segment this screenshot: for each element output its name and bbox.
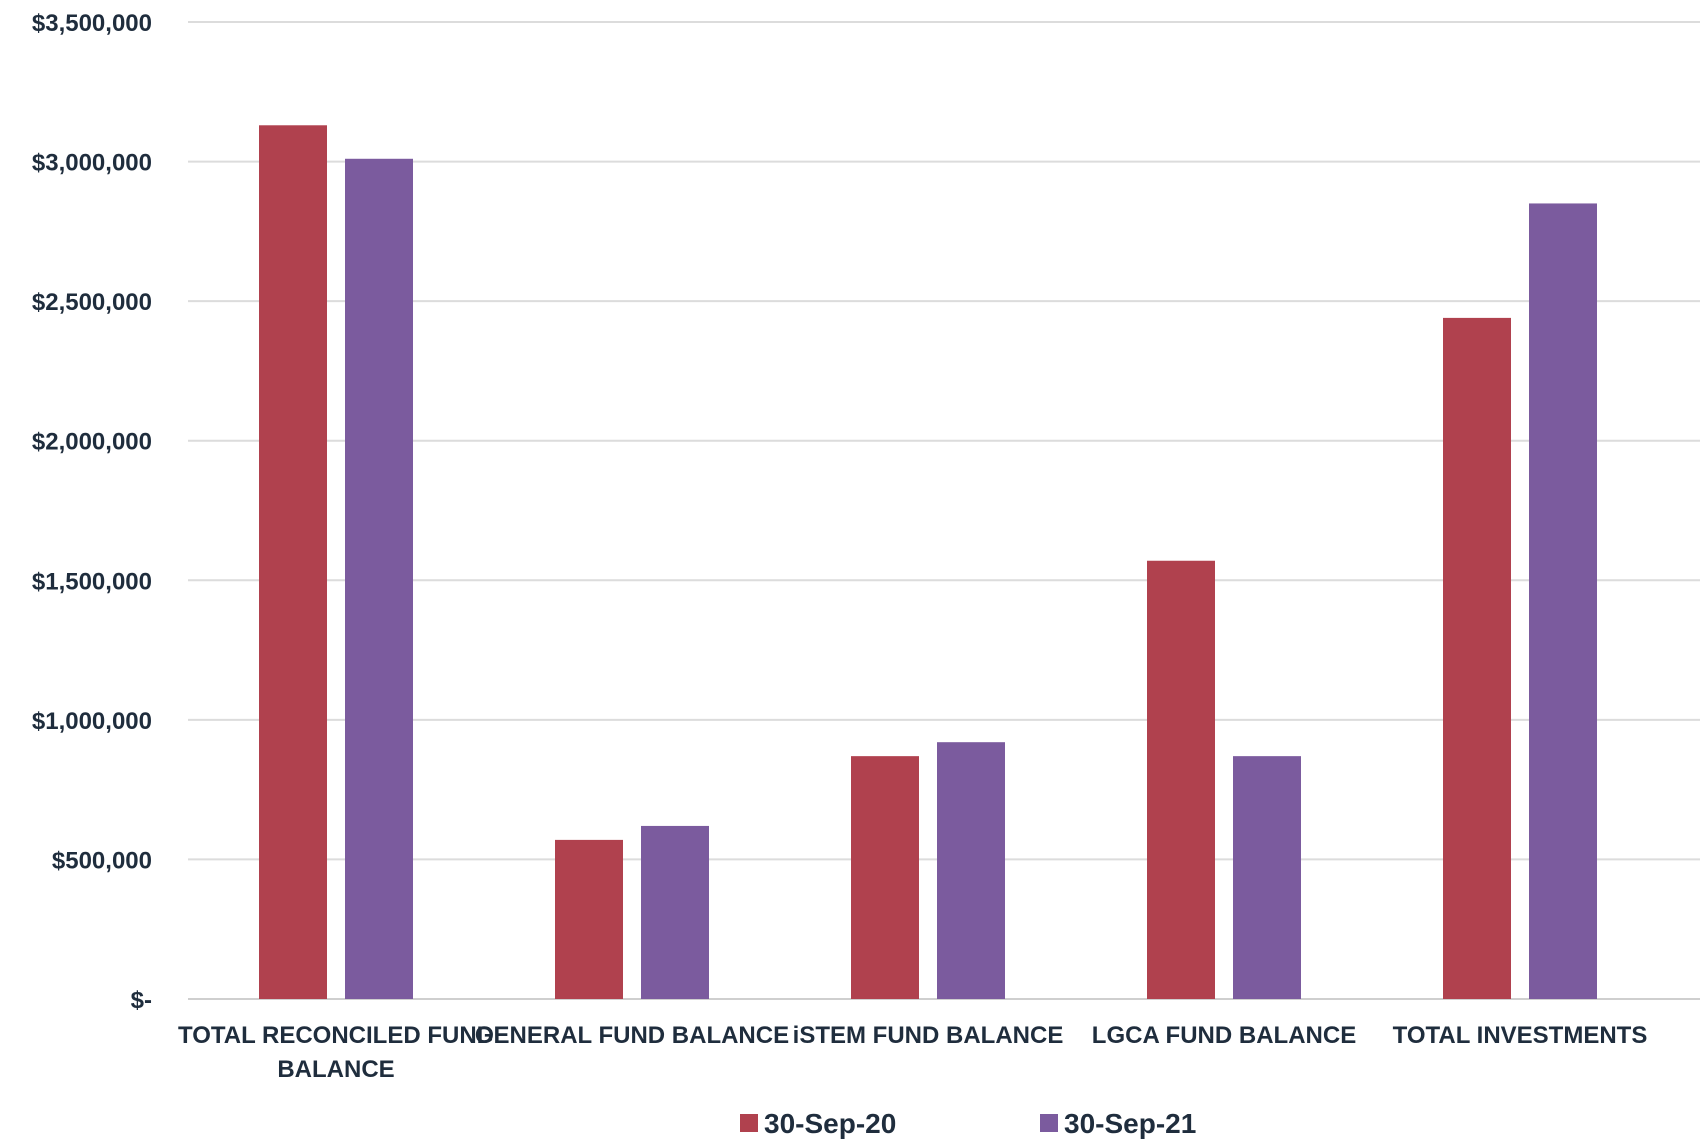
gridlines bbox=[188, 21, 1700, 1000]
x-axis-category-labels: TOTAL RECONCILED FUND BALANCE GENERAL FUND… bbox=[178, 1022, 1647, 1083]
x-category-label: GENERAL FUND BALANCE bbox=[475, 1022, 789, 1049]
bar bbox=[345, 158, 413, 999]
bar bbox=[259, 125, 327, 1000]
bar bbox=[641, 825, 709, 999]
bar bbox=[1529, 203, 1597, 999]
bars bbox=[259, 125, 1597, 1000]
x-category-label: TOTAL INVESTMENTS bbox=[1393, 1022, 1648, 1049]
bar bbox=[555, 839, 623, 999]
bar bbox=[1443, 317, 1511, 999]
legend: 30-Sep-20 30-Sep-21 bbox=[740, 1108, 1196, 1139]
y-tick-label: $1,500,000 bbox=[32, 568, 152, 595]
legend-label: 30-Sep-21 bbox=[1064, 1108, 1196, 1139]
bar bbox=[1147, 560, 1215, 999]
y-tick-label: $3,000,000 bbox=[32, 150, 152, 177]
x-category-label: BALANCE bbox=[277, 1056, 394, 1083]
y-tick-label: $3,500,000 bbox=[32, 10, 152, 37]
bar bbox=[937, 742, 1005, 999]
legend-swatch bbox=[1040, 1114, 1058, 1132]
y-tick-label: $500,000 bbox=[52, 847, 152, 874]
y-tick-label: $2,500,000 bbox=[32, 289, 152, 316]
bar bbox=[851, 756, 919, 999]
y-tick-label: $2,000,000 bbox=[32, 429, 152, 456]
legend-label: 30-Sep-20 bbox=[764, 1108, 896, 1139]
x-category-label: TOTAL RECONCILED FUND bbox=[178, 1022, 494, 1049]
y-tick-label: $- bbox=[131, 987, 152, 1014]
y-axis-tick-labels: $- $500,000 $1,000,000 $1,500,000 $2,000,000… bbox=[32, 10, 152, 1014]
x-category-label: iSTEM FUND BALANCE bbox=[793, 1022, 1064, 1049]
legend-swatch bbox=[740, 1114, 758, 1132]
bar bbox=[1233, 756, 1301, 999]
y-tick-label: $1,000,000 bbox=[32, 708, 152, 735]
x-category-label: LGCA FUND BALANCE bbox=[1092, 1022, 1356, 1049]
